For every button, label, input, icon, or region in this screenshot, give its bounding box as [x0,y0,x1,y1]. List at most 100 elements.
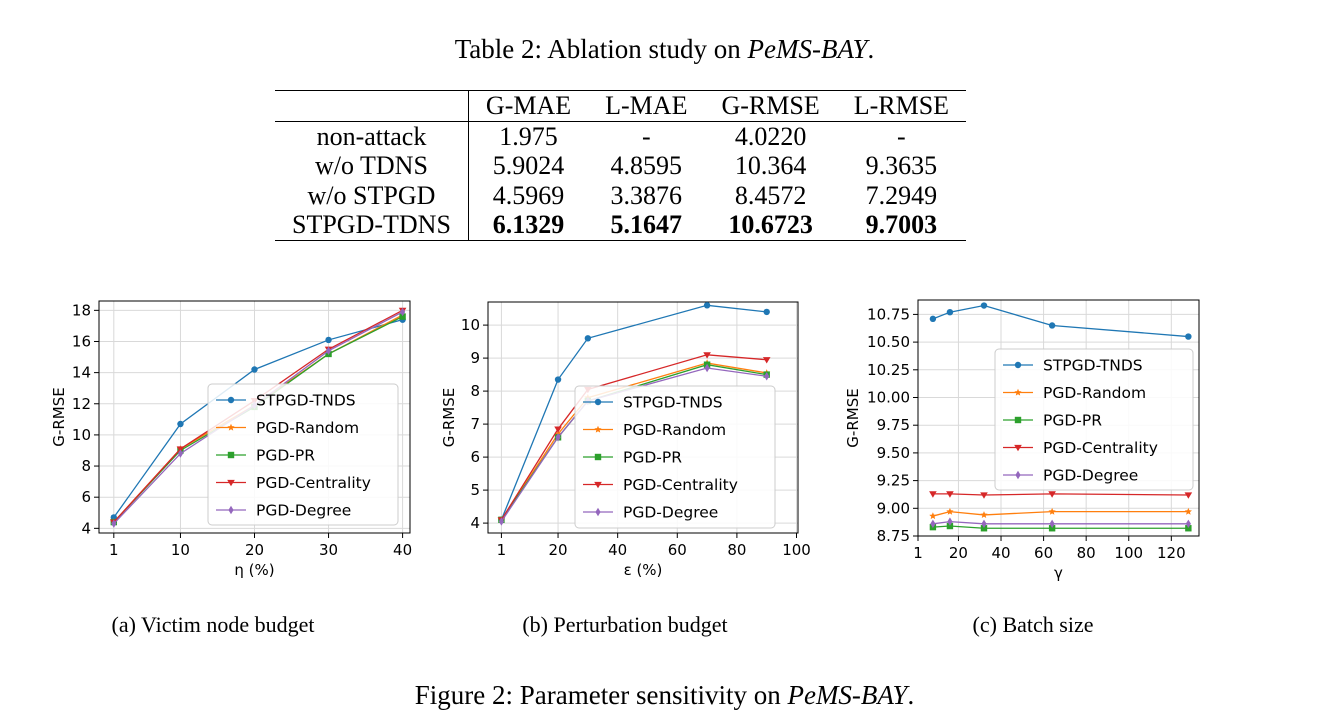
y-tick-label: 10 [72,426,91,444]
legend-marker [227,423,235,431]
series-line [932,304,1189,338]
data-point [946,308,954,316]
row-label: non-attack [275,121,469,151]
cell-value: 9.3635 [865,151,938,181]
data-point [1185,525,1192,532]
legend-marker [227,396,235,404]
x-tick-label: 1 [109,541,119,559]
legend-label: PGD-PR [623,449,682,467]
header-corner [275,90,469,121]
data-point [1185,333,1192,340]
cell-value: 5.9024 [492,151,565,181]
row-label: STPGD-TDNS [275,210,469,240]
x-tick-label: 40 [608,541,627,559]
data-point [1049,519,1055,529]
series-pgd-centrality [929,491,1193,499]
legend-marker [1015,470,1021,480]
legend-marker [227,479,235,487]
legend: STPGD-TNDS PGD-Random PGD-PR PGD-Centrality… [994,348,1194,491]
legend-label: STPGD-TNDS [623,394,723,412]
subcaption-b: (b) Perturbation budget [522,612,728,637]
x-tick-label: 1 [913,544,923,562]
table-caption-dataset: PeMS-BAY [747,34,868,64]
data-point [399,307,406,317]
data-point [763,308,770,316]
figure-caption-text: Figure 2: Parameter sensitivity on [414,680,788,710]
legend-box [207,383,399,526]
x-tick-label: 20 [549,541,568,559]
legend-marker [1014,388,1022,396]
legend-label: PGD-Random [256,419,359,437]
cell-value: 7.2949 [865,180,938,210]
figure-caption: Figure 2: Parameter sensitivity on PeMS-… [0,680,1329,711]
x-tick-label: 30 [319,541,338,559]
data-point [1048,322,1056,329]
data-point [703,352,711,359]
plot-frame [917,299,1200,537]
cell-value-bold: 10.6723 [728,210,813,240]
table-caption-text: Table 2: Ablation study on [454,34,748,64]
y-tick-label: 10.75 [867,305,910,323]
cell-value: 8.4572 [734,180,807,210]
figure-caption-period: . [907,680,915,710]
data-point [946,507,954,515]
cell-value: 3.3876 [610,180,683,210]
legend-marker [1014,444,1022,452]
legend-marker [594,481,602,489]
cell-value-bold: 6.1329 [492,210,565,240]
data-point [554,376,562,383]
legend-marker [595,507,601,517]
figure-caption-dataset: PeMS-BAY [787,680,908,710]
legend-marker [594,425,602,433]
cell-value: 4.5969 [492,180,565,210]
x-tick-label: 10 [171,541,190,559]
y-axis-label: G-RMSE [440,388,458,447]
x-tick-label: 100 [782,541,811,559]
x-tick-label: 80 [727,541,746,559]
y-tick-label: 18 [72,301,91,319]
x-axis-label: γ [1054,564,1063,582]
x-axis-label: ε (%) [624,561,663,579]
chart-victim-node-budget: 1 10 20 30 40 4 6 8 10 12 14 16 18 η (%) G-RMSE STPGD-T… [50,300,412,579]
data-point [1048,525,1056,532]
legend-label: PGD-Centrality [256,474,371,492]
data-point [1048,491,1056,498]
legend-label: PGD-Centrality [623,476,738,494]
data-point [980,525,988,532]
data-point [325,346,332,356]
subcaption-a: (a) Victim node budget [111,612,315,637]
legend: STPGD-TNDS PGD-Random PGD-PR PGD-Centrality… [574,385,776,529]
y-tick-label: 8 [81,457,91,475]
data-point [929,315,937,323]
legend-box [574,385,776,529]
y-tick-label: 7 [470,415,480,433]
y-tick-label: 10.50 [867,333,910,351]
header-l-rmse: L-RMSE [853,91,950,121]
chart-batch-size: 1 20 40 60 80 100 1208.759.009.259.509.7510.00… [844,299,1200,582]
table-row: w/o STPGD 4.5969 3.3876 8.4572 7.2949 [275,180,966,210]
data-point [980,511,988,519]
legend-label: PGD-Random [623,421,726,439]
legend-label: PGD-PR [256,447,315,465]
legend-marker [1014,361,1022,369]
y-tick-label: 9.75 [877,416,910,434]
row-label: w/o TDNS [275,151,469,181]
y-tick-label: 10.25 [867,361,910,379]
legend-label: PGD-Degree [256,502,351,520]
data-point [554,426,562,433]
data-point [980,302,988,309]
data-point [946,522,954,530]
table-caption: Table 2: Ablation study on PeMS-BAY. [0,34,1329,65]
y-tick-label: 10 [461,316,480,334]
x-tick-label: 20 [949,544,968,562]
cell-value: 4.8595 [610,151,683,181]
series-stpgd-tnds [929,302,1192,340]
series-line [932,510,1189,517]
cell-value: - [641,121,651,151]
data-point [764,372,770,381]
y-tick-label: 4 [470,514,480,532]
data-point [111,519,117,528]
ablation-table: G-MAE L-MAE G-RMSE L-RMSE non-attack 1.9… [275,90,967,241]
y-tick-label: 5 [470,481,480,499]
y-tick-label: 12 [72,395,91,413]
